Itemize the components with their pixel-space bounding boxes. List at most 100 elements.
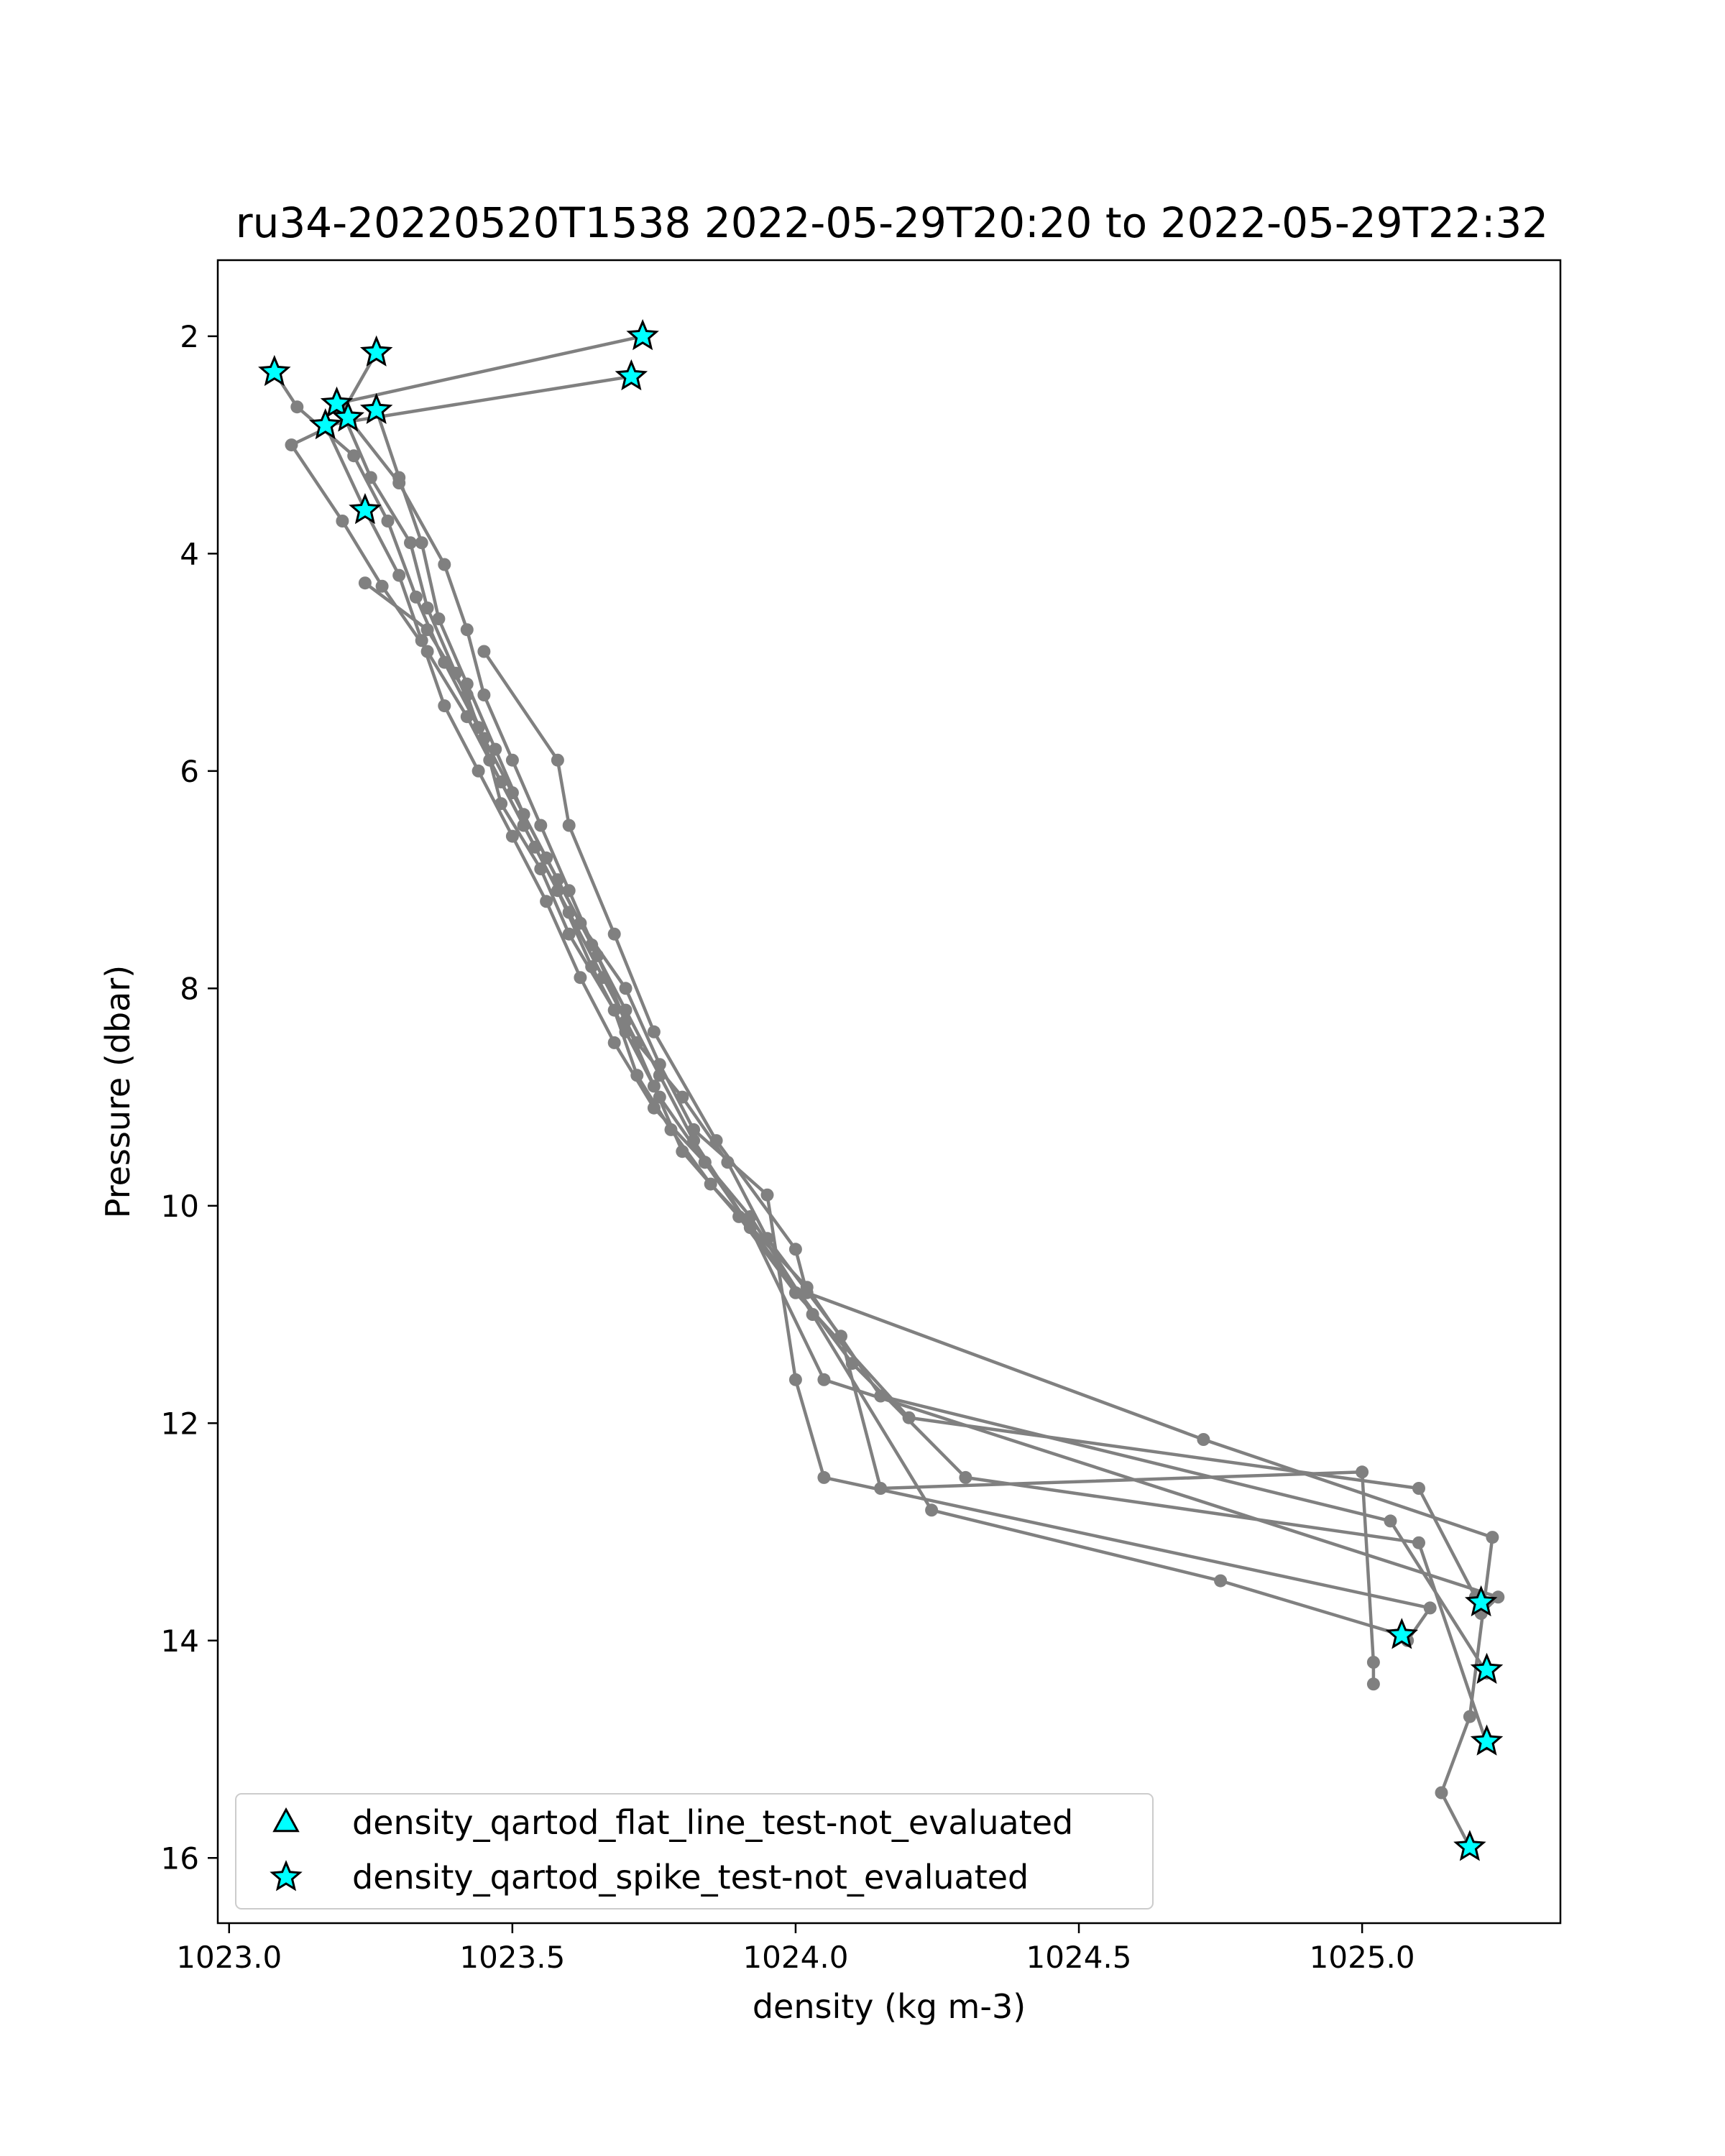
profile-point	[494, 775, 508, 788]
profile-point	[1412, 1482, 1425, 1495]
y-tick-label: 10	[161, 1189, 199, 1224]
profile-point	[551, 753, 564, 767]
y-tick-label: 16	[161, 1841, 199, 1876]
profile-point	[1423, 1601, 1437, 1615]
profile-point	[619, 1025, 632, 1038]
profile-point	[845, 1357, 859, 1370]
profile-point	[676, 1145, 689, 1158]
profile-point	[494, 797, 508, 811]
profile-point	[585, 938, 599, 952]
profile-point	[540, 895, 553, 908]
profile-point	[743, 1210, 757, 1223]
profile-point	[597, 971, 610, 985]
profile-point	[392, 568, 406, 582]
legend-label: density_qartod_flat_line_test-not_evalua…	[352, 1803, 1073, 1842]
spike-flag-marker	[331, 400, 365, 432]
chart-title: ru34-20220520T1538 2022-05-29T20:20 to 2…	[236, 198, 1548, 247]
profile-point	[477, 732, 491, 745]
profile-point	[285, 438, 298, 452]
profile-point	[619, 1003, 632, 1017]
profile-point	[653, 1069, 666, 1082]
spike-flag-marker	[1470, 1652, 1504, 1684]
profile-point	[902, 1411, 916, 1424]
profile-point	[874, 1482, 888, 1495]
profile-point	[540, 851, 553, 865]
profile-line	[323, 374, 1489, 1745]
profile-point	[505, 829, 519, 843]
profile-point	[1366, 1677, 1380, 1691]
profile-point	[420, 602, 434, 614]
profile-point	[1463, 1710, 1476, 1723]
profile-point	[477, 645, 491, 658]
spike-flag-marker	[320, 386, 354, 418]
profile-point	[834, 1330, 847, 1343]
legend-box	[235, 1793, 1154, 1909]
profile-point	[647, 1079, 661, 1093]
profile-point	[472, 721, 485, 734]
x-tick-label: 1024.0	[742, 1940, 848, 1975]
profile-point	[585, 960, 599, 974]
profile-point	[959, 1470, 972, 1484]
y-tick-label: 2	[180, 319, 199, 354]
profile-point	[517, 808, 530, 821]
profile-point	[619, 1014, 632, 1028]
legend-triangle-icon	[272, 1807, 300, 1833]
y-tick-label: 8	[180, 971, 199, 1006]
profile-point	[438, 558, 451, 571]
spike-flag-marker	[359, 392, 393, 425]
y-tick-label: 4	[180, 536, 199, 571]
profile-point	[1366, 1656, 1380, 1669]
profile-point	[806, 1308, 819, 1321]
profile-point	[415, 634, 428, 648]
profile-point	[438, 655, 451, 669]
profile-point	[760, 1232, 774, 1245]
profile-point	[347, 449, 361, 463]
profile-point	[364, 471, 377, 484]
spike-flag-marker	[359, 335, 393, 367]
legend-star-icon	[270, 1860, 303, 1892]
profile-point	[534, 862, 548, 875]
profile-point	[415, 536, 428, 550]
profile-point	[460, 710, 474, 724]
profile-point	[817, 1470, 831, 1484]
profile-point	[562, 884, 576, 898]
profile-point	[375, 579, 389, 593]
profile-point	[505, 786, 519, 800]
profile-point	[381, 515, 395, 528]
profile-point	[551, 884, 564, 898]
profile-point	[647, 1025, 661, 1038]
profile-point	[336, 515, 349, 528]
profile-point	[574, 916, 587, 930]
profile-point	[874, 1389, 888, 1403]
profile-point	[925, 1503, 939, 1517]
spike-flag-marker	[1453, 1830, 1486, 1861]
profile-point	[1412, 1536, 1425, 1549]
profile-point	[653, 1090, 666, 1104]
y-tick-label: 14	[161, 1623, 199, 1659]
profile-point	[489, 742, 502, 756]
profile-point	[630, 1069, 644, 1082]
profile-point	[460, 688, 474, 701]
profile-point	[1435, 1786, 1448, 1800]
profile-point	[653, 1058, 666, 1072]
profile-point	[788, 1286, 802, 1299]
spike-flag-marker	[258, 354, 291, 387]
profile-point	[477, 688, 491, 701]
x-axis-title: density (kg m-3)	[753, 1987, 1026, 2026]
profile-point	[438, 699, 451, 713]
profile-point	[619, 982, 632, 995]
x-tick-label: 1025.0	[1310, 1940, 1415, 1975]
profile-point	[1197, 1433, 1210, 1446]
profile-point	[551, 873, 564, 887]
profile-point	[562, 906, 576, 919]
profile-point	[392, 471, 406, 484]
profile-point	[460, 623, 474, 637]
profile-point	[1491, 1590, 1505, 1604]
profile-point	[449, 666, 462, 680]
profile-point	[290, 400, 304, 414]
profile-point	[1486, 1531, 1499, 1544]
profile-point	[709, 1134, 723, 1148]
profile-point	[704, 1177, 717, 1191]
profile-point	[698, 1156, 712, 1169]
